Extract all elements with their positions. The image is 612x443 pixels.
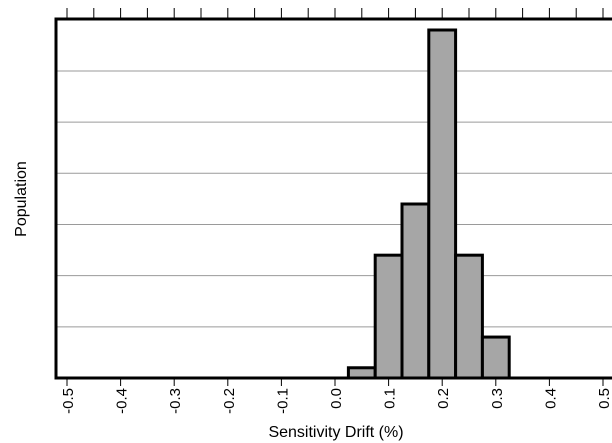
x-axis-label: Sensitivity Drift (%) bbox=[268, 424, 403, 441]
x-tick-label-8: 0.3 bbox=[489, 388, 506, 409]
x-tick-label-2: -0.3 bbox=[167, 388, 184, 414]
x-tick-label-10: 0.5 bbox=[596, 388, 612, 409]
bars bbox=[346, 28, 511, 380]
x-tick-label-0: -0.5 bbox=[60, 388, 77, 414]
histogram-bar-1 bbox=[373, 253, 404, 380]
x-tick-label-7: 0.2 bbox=[435, 388, 452, 409]
x-tick-label-1: -0.4 bbox=[114, 388, 131, 414]
plot-frame bbox=[54, 17, 612, 380]
x-ticks: -0.5 -0.4 -0.3 -0.2 -0.1 0.0 0.1 0.2 0.3 0.4 0.5 bbox=[60, 8, 612, 414]
histogram-bar-3 bbox=[427, 28, 458, 380]
gridlines bbox=[56, 70, 612, 328]
x-tick-label-6: 0.1 bbox=[382, 388, 399, 409]
histogram-bar-0 bbox=[346, 366, 377, 380]
x-tick-label-5: 0.0 bbox=[328, 388, 345, 409]
histogram-bar-5 bbox=[480, 335, 511, 380]
x-tick-label-3: -0.2 bbox=[221, 388, 238, 414]
histogram-bar-4 bbox=[454, 253, 484, 380]
x-tick-label-9: 0.4 bbox=[542, 388, 559, 409]
histogram-bar-2 bbox=[400, 202, 431, 380]
x-tick-label-4: -0.1 bbox=[274, 388, 291, 414]
y-axis-label: Population bbox=[13, 161, 30, 237]
